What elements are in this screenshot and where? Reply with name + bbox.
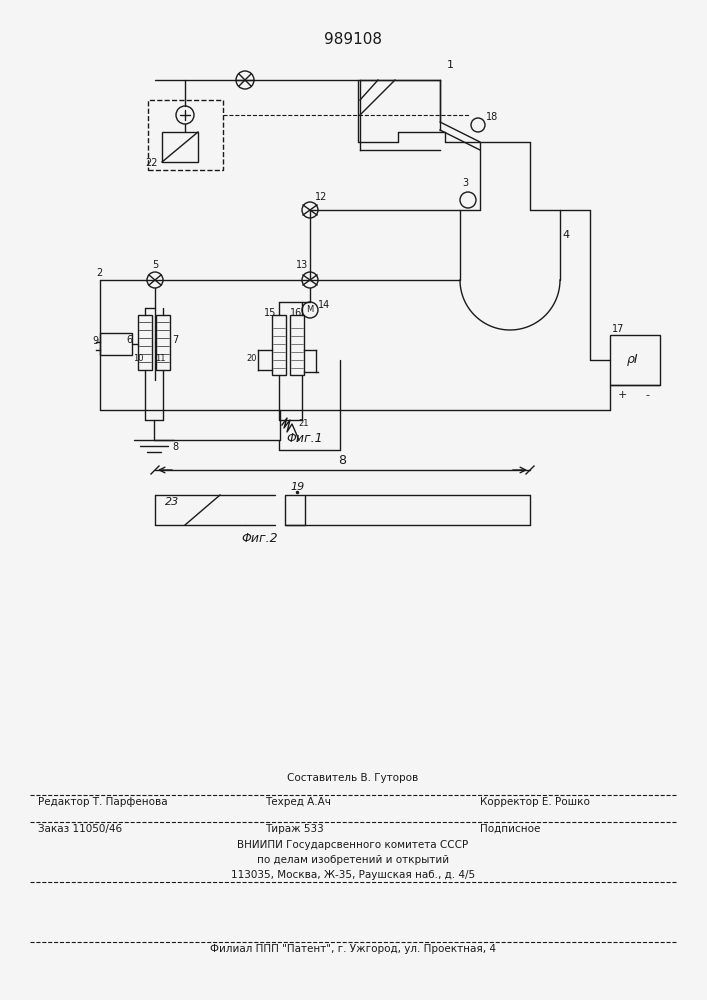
- Text: 7: 7: [172, 335, 178, 345]
- Text: Редактор Т. Парфенова: Редактор Т. Парфенова: [38, 797, 168, 807]
- Bar: [138, 315, 152, 370]
- Text: Филиал ППП "Патент", г. Ужгород, ул. Проектная, 4: Филиал ППП "Патент", г. Ужгород, ул. Про…: [210, 944, 496, 954]
- Text: M: M: [306, 306, 314, 314]
- Text: Составитель В. Гуторов: Составитель В. Гуторов: [287, 773, 419, 783]
- Text: 21: 21: [298, 419, 308, 428]
- Text: Подписное: Подписное: [480, 824, 540, 834]
- Text: 1: 1: [447, 60, 454, 70]
- Bar: [156, 315, 170, 370]
- Text: Φиг.1: Φиг.1: [286, 432, 323, 445]
- Text: Тираж 533: Тираж 533: [265, 824, 324, 834]
- Text: 989108: 989108: [324, 32, 382, 47]
- Text: 16: 16: [290, 308, 303, 318]
- Text: 8: 8: [339, 454, 346, 467]
- Text: 15: 15: [264, 308, 276, 318]
- Text: 12: 12: [315, 192, 327, 202]
- Text: 22: 22: [145, 158, 158, 168]
- Text: ρI: ρI: [627, 354, 639, 366]
- Bar: [290, 315, 304, 375]
- Text: -: -: [645, 390, 649, 400]
- Bar: [272, 315, 286, 375]
- Text: 113035, Москва, Ж-35, Раушская наб., д. 4/5: 113035, Москва, Ж-35, Раушская наб., д. …: [231, 870, 475, 880]
- Text: 10: 10: [133, 354, 144, 363]
- Text: 20: 20: [246, 354, 257, 363]
- Bar: [162, 132, 198, 162]
- Text: 13: 13: [296, 260, 308, 270]
- Text: 14: 14: [318, 300, 330, 310]
- Bar: [100, 333, 132, 355]
- Text: 2: 2: [96, 268, 103, 278]
- Text: по делам изобретений и открытий: по делам изобретений и открытий: [257, 855, 449, 865]
- Text: 6: 6: [126, 335, 132, 345]
- Bar: [285, 495, 305, 525]
- Text: +: +: [618, 390, 627, 400]
- Text: 17: 17: [612, 324, 624, 334]
- Text: Техред А.Ач: Техред А.Ач: [265, 797, 331, 807]
- Text: 11: 11: [155, 354, 165, 363]
- Text: ВНИИПИ Государсвенного комитета СССР: ВНИИПИ Государсвенного комитета СССР: [238, 840, 469, 850]
- Text: 23: 23: [165, 497, 180, 507]
- Bar: [148, 100, 223, 170]
- Text: 9: 9: [92, 336, 98, 346]
- Text: 4: 4: [562, 230, 569, 240]
- Text: Заказ 11050/46: Заказ 11050/46: [38, 824, 122, 834]
- Text: 8: 8: [172, 442, 178, 452]
- Text: 19: 19: [290, 482, 304, 492]
- Text: 5: 5: [152, 260, 158, 270]
- Text: 18: 18: [486, 112, 498, 122]
- Text: 3: 3: [462, 178, 468, 188]
- Text: Корректор Е. Рошко: Корректор Е. Рошко: [480, 797, 590, 807]
- Bar: [610, 335, 660, 385]
- Text: Φиг.2: Φиг.2: [242, 532, 279, 545]
